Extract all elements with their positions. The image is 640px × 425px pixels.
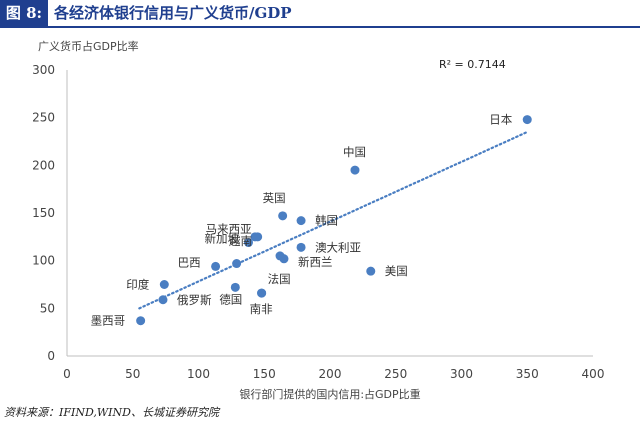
x-tick-label: 200 — [319, 367, 342, 381]
point-label: 中国 — [343, 145, 366, 159]
y-axis-label: 广义货币占GDP比率 — [38, 39, 139, 53]
point-label: 南非 — [250, 302, 273, 316]
figure-header: 图 8: 各经济体银行信用与广义货币/GDP — [0, 0, 640, 28]
figure-title: 各经济体银行信用与广义货币/GDP — [54, 4, 292, 22]
data-point — [158, 295, 168, 305]
point-label: 马来西亚 — [206, 222, 252, 236]
x-tick-label: 50 — [125, 367, 140, 381]
figure-tag: 图 8: — [0, 0, 48, 26]
x-axis-label: 银行部门提供的国内信用:占GDP比重 — [239, 387, 420, 401]
data-point — [230, 282, 240, 292]
point-label: 法国 — [268, 272, 291, 286]
x-tick-label: 300 — [450, 367, 473, 381]
y-tick-label: 250 — [32, 111, 55, 125]
point-label: 澳大利亚 — [315, 240, 361, 254]
data-point — [279, 254, 289, 264]
data-point — [211, 261, 221, 271]
point-label: 美国 — [385, 264, 408, 278]
scatter-chart: 0 50 100 150 200 250 300 350 400 0 50 100 150 200 250 3… — [32, 39, 604, 401]
point-label: 巴西 — [178, 255, 201, 269]
x-tick-label: 150 — [253, 367, 276, 381]
data-point — [232, 259, 242, 269]
x-tick-label: 0 — [63, 367, 71, 381]
point-label: 英国 — [263, 191, 286, 205]
data-point — [257, 288, 267, 298]
y-tick-label: 300 — [32, 63, 55, 77]
point-label: 俄罗斯 — [177, 293, 212, 307]
chart-axes: 0 50 100 150 200 250 300 350 400 0 50 100 150 200 250 3… — [32, 63, 604, 381]
point-label: 墨西哥 — [91, 314, 126, 328]
source-note: 资料来源：IFIND,WIND、长城证券研究院 — [4, 406, 219, 419]
data-point — [296, 216, 306, 226]
data-points — [136, 115, 532, 326]
data-point — [350, 165, 360, 175]
r-squared-annotation: R² = 0.7144 — [439, 58, 506, 71]
y-tick-label: 50 — [40, 301, 55, 315]
trendline — [138, 130, 529, 310]
x-tick-label: 100 — [187, 367, 210, 381]
point-label: 韩国 — [315, 214, 338, 228]
data-point — [296, 242, 306, 252]
point-label: 日本 — [489, 113, 512, 127]
point-label: 新西兰 — [298, 255, 333, 269]
x-tick-label: 250 — [384, 367, 407, 381]
y-tick-label: 200 — [32, 158, 55, 172]
point-label: 印度 — [126, 278, 149, 292]
y-tick-label: 0 — [47, 349, 55, 363]
x-tick-label: 350 — [516, 367, 539, 381]
data-point — [159, 280, 169, 289]
data-point — [278, 211, 288, 221]
data-point — [366, 266, 376, 276]
point-label: 新加坡 — [204, 232, 239, 246]
trendline-group — [138, 130, 529, 310]
data-point — [243, 238, 253, 248]
data-point — [522, 115, 532, 125]
x-tick-label: 400 — [582, 367, 605, 381]
data-point — [136, 316, 146, 326]
point-label: 越南 — [229, 234, 252, 248]
y-tick-label: 150 — [32, 206, 55, 220]
y-tick-label: 100 — [32, 254, 55, 268]
data-point — [250, 232, 260, 242]
point-label: 德国 — [219, 292, 242, 306]
